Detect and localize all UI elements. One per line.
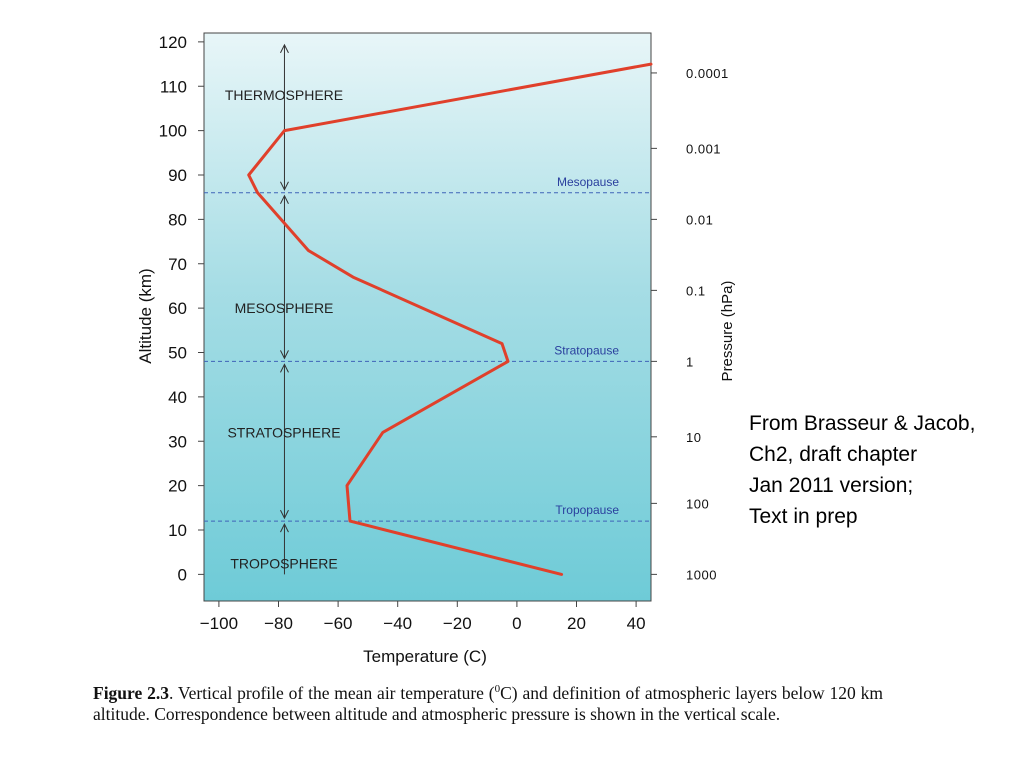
layer-arrow-head: [280, 194, 289, 204]
source-note-line-4: Text in prep: [749, 505, 858, 528]
plot-frame: [203, 32, 652, 602]
pressure-tick-label: 100: [686, 496, 709, 511]
pause-label: Mesopause: [557, 175, 619, 189]
layer-label: MESOSPHERE: [235, 300, 334, 316]
layer-arrow-head: [280, 523, 289, 533]
layer-arrow-head: [280, 43, 289, 54]
x-tick-label: −40: [383, 614, 412, 633]
pressure-tick-label: 1000: [686, 567, 717, 582]
x-tick-label: −20: [443, 614, 472, 633]
source-note-line-3: Jan 2011 version;: [749, 474, 914, 497]
x-tick-label: 0: [512, 614, 521, 633]
x-tick-label: −100: [200, 614, 238, 633]
y-tick-label: 0: [178, 565, 187, 584]
pause-label: Tropopause: [555, 503, 619, 517]
y-tick-label: 100: [159, 122, 187, 141]
layer-arrow-head: [280, 181, 289, 191]
source-note-line-1: From Brasseur & Jacob,: [749, 412, 976, 435]
y-tick-label: 60: [168, 299, 187, 318]
figure-caption: Figure 2.3. Vertical profile of the mean…: [93, 683, 883, 725]
y-axis-title: Altitude (km): [136, 268, 155, 363]
layer-arrow-head: [280, 509, 289, 520]
temperature-profile-chart: Mesopause Stratopause Tropopause THERMOSPH…: [136, 32, 736, 666]
y-tick-label: 30: [168, 432, 187, 451]
caption-figure-label: Figure 2.3: [93, 683, 169, 703]
pressure-tick-label: 1: [686, 354, 694, 369]
y-tick-label: 120: [159, 33, 187, 52]
layer-label: TROPOSPHERE: [230, 555, 337, 571]
source-note: From Brasseur & Jacob, Ch2, draft chapte…: [749, 408, 975, 532]
y-tick-label: 110: [160, 77, 187, 96]
y-tick-label: 70: [168, 255, 187, 274]
layer-arrow-head: [280, 350, 289, 360]
layer-label: THERMOSPHERE: [225, 87, 343, 103]
pressure-tick-label: 10: [686, 430, 701, 445]
temperature-profile-line: [247, 62, 653, 576]
layer-label: STRATOSPHERE: [227, 424, 340, 440]
x-tick-label: 20: [567, 614, 586, 633]
pause-label: Stratopause: [554, 343, 619, 357]
y-tick-label: 50: [168, 344, 187, 363]
layer-arrow-head: [280, 363, 289, 373]
y-tick-label: 40: [168, 388, 187, 407]
caption-text-part-1: . Vertical profile of the mean air tempe…: [168, 683, 495, 703]
caption-unit-superscript: 0: [494, 683, 501, 696]
y-tick-label: 20: [168, 477, 187, 496]
plot-background: [204, 33, 651, 601]
source-note-line-2: Ch2, draft chapter: [749, 443, 918, 466]
pressure-tick-label: 0.0001: [686, 66, 729, 81]
caption-text-part-2: ) and definition of atmospheric layers b…: [93, 683, 883, 724]
y-tick-label: 10: [168, 521, 187, 540]
caption-unit-letter: C: [500, 683, 512, 703]
x-axis-title: Temperature (C): [363, 647, 487, 666]
pressure-axis-title: Pressure (hPa): [719, 281, 736, 382]
pressure-tick-label: 0.1: [686, 283, 706, 298]
x-tick-label: −80: [264, 614, 293, 633]
y-tick-label: 80: [168, 210, 187, 229]
x-tick-label: 40: [627, 614, 646, 633]
y-tick-label: 90: [168, 166, 187, 185]
x-tick-label: −60: [324, 614, 353, 633]
pressure-tick-label: 0.001: [686, 141, 721, 156]
pressure-tick-label: 0.01: [686, 212, 713, 227]
